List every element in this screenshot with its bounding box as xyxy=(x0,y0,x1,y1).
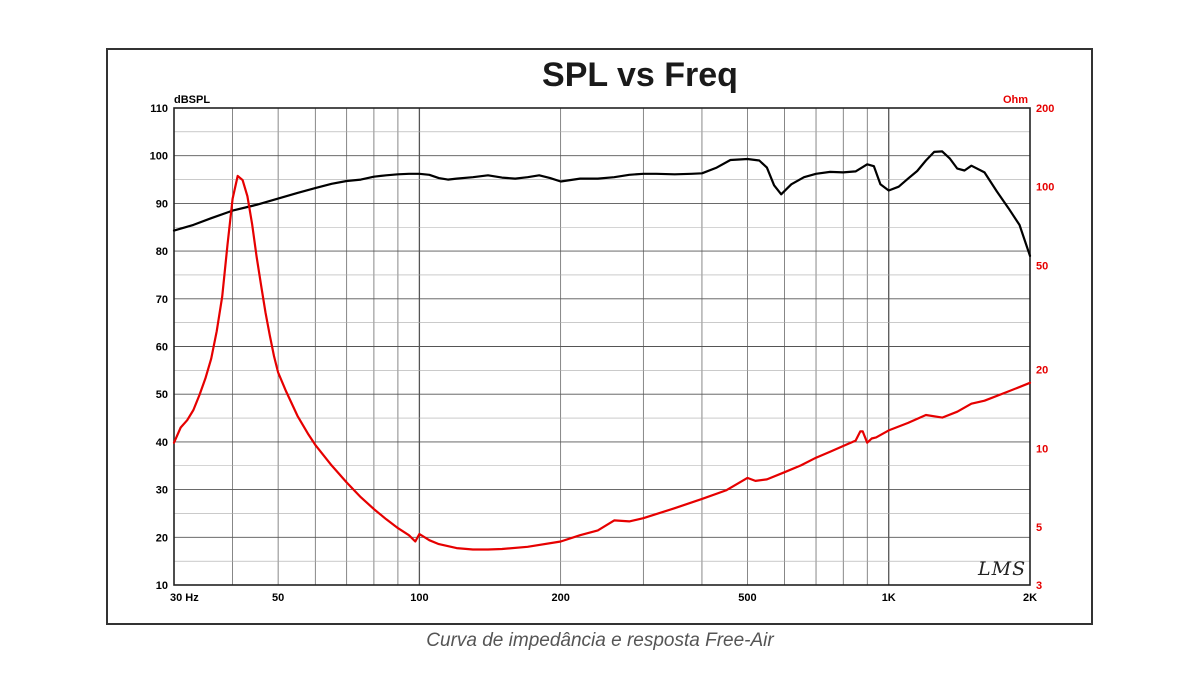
y-left-axis-label: dBSPL xyxy=(174,94,210,106)
impedance-curve xyxy=(172,174,1032,551)
x-tick-label: 200 xyxy=(551,592,569,604)
y-left-tick-label: 20 xyxy=(156,532,168,544)
y-left-tick-label: 60 xyxy=(156,342,168,354)
x-tick-label: 30 Hz xyxy=(170,592,199,604)
y-right-tick-label: 20 xyxy=(1036,365,1048,377)
y-right-tick-label: 10 xyxy=(1036,443,1048,455)
y-left-tick-label: 110 xyxy=(150,103,168,115)
chart-title: SPL vs Freq xyxy=(542,56,738,94)
lms-logo: LMS xyxy=(977,558,1026,580)
x-tick-label: 500 xyxy=(738,592,756,604)
grid xyxy=(174,108,1030,585)
y-left-tick-label: 30 xyxy=(156,485,168,497)
y-right-tick-label: 100 xyxy=(1036,182,1054,194)
spl-impedance-chart: SPL vs Freq dBSPL Ohm 10 20 30 40 50 60 70 80 90 100… xyxy=(150,56,1055,604)
x-tick-label: 2K xyxy=(1023,592,1037,604)
y-left-tick-label: 70 xyxy=(156,294,168,306)
spl-curve xyxy=(172,150,1032,257)
y-right-tick-label: 200 xyxy=(1036,103,1054,115)
chart-frame: SPL vs Freq dBSPL Ohm 10 20 30 40 50 60 70 80 90 100… xyxy=(106,48,1093,625)
x-tick-label: 50 xyxy=(272,592,284,604)
y-right-axis-label: Ohm xyxy=(1003,94,1028,106)
y-left-tick-label: 10 xyxy=(156,580,168,592)
y-left-tick-label: 80 xyxy=(156,246,168,258)
y-left-tick-label: 90 xyxy=(156,198,168,210)
y-left-tick-label: 50 xyxy=(156,389,168,401)
plot-area-border xyxy=(173,107,1031,586)
figure-caption: Curva de impedância e resposta Free-Air xyxy=(426,630,774,651)
y-right-tick-label: 5 xyxy=(1036,522,1042,534)
y-left-tick-label: 100 xyxy=(150,151,168,163)
x-tick-label: 100 xyxy=(410,592,428,604)
y-left-tick-label: 40 xyxy=(156,437,168,449)
x-tick-label: 1K xyxy=(882,592,896,604)
y-right-tick-label: 3 xyxy=(1036,580,1042,592)
y-right-tick-label: 50 xyxy=(1036,260,1048,272)
